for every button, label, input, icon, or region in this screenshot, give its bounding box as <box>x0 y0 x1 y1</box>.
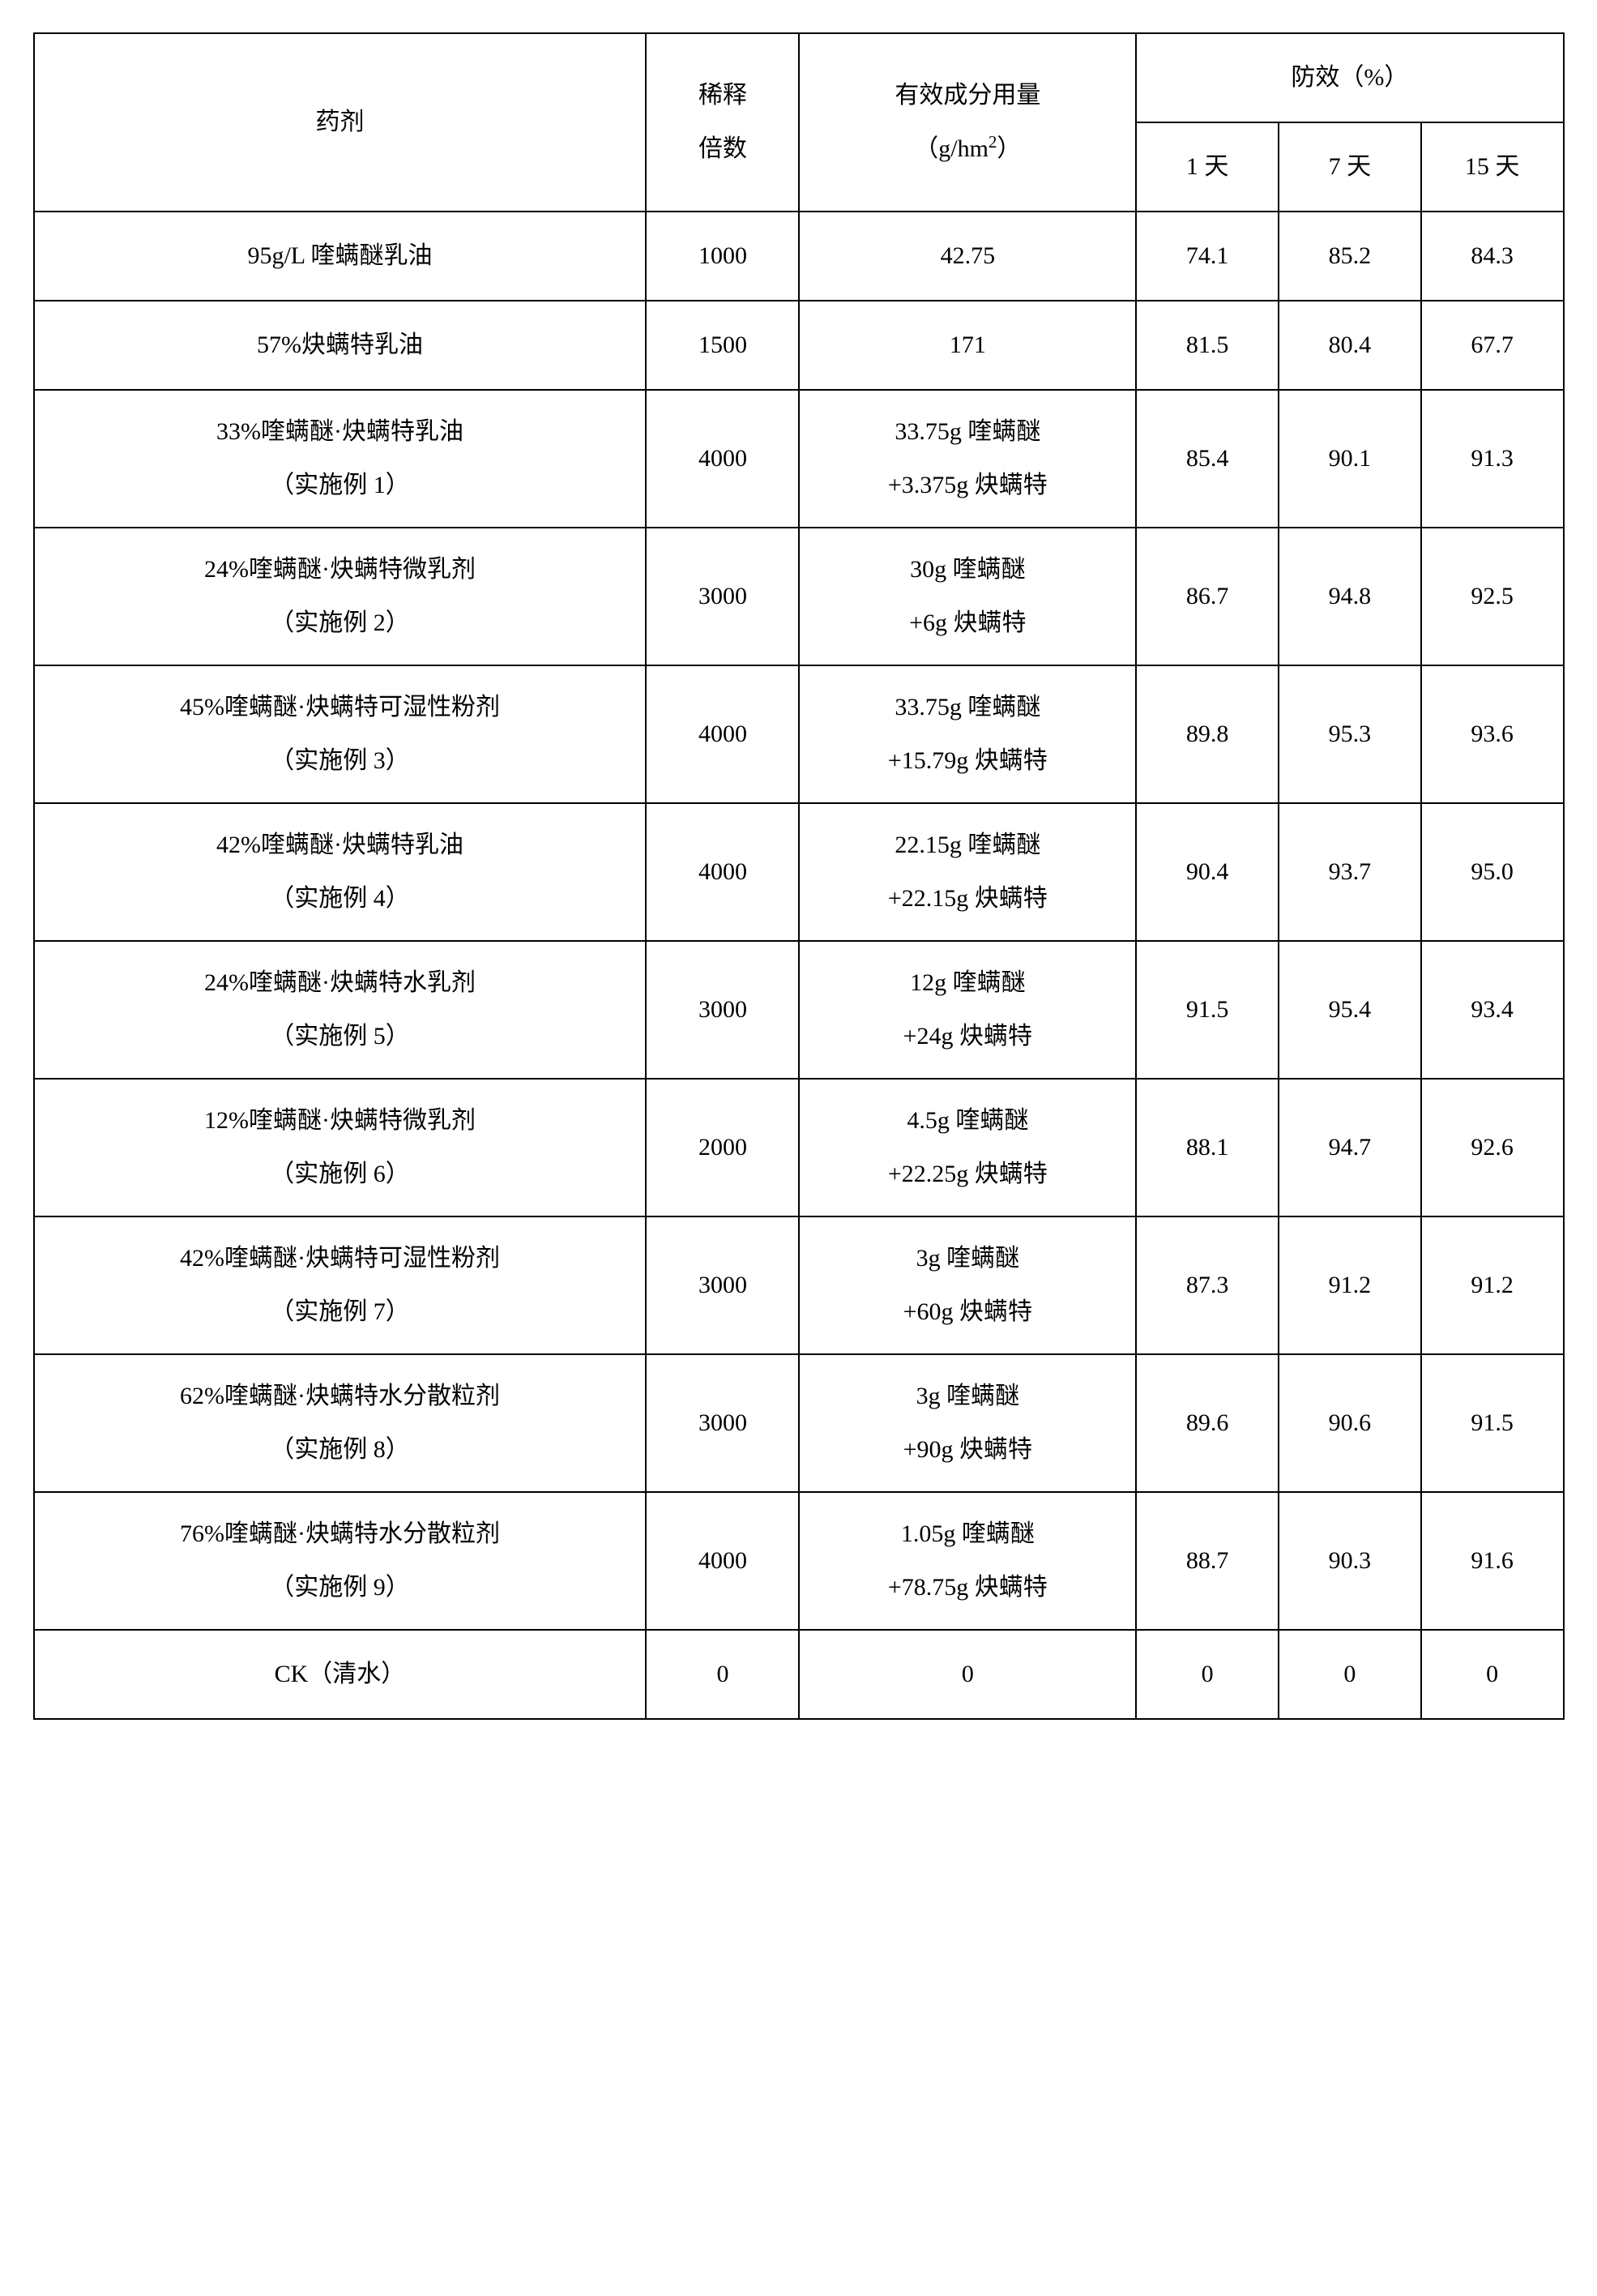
cell-dilution: 0 <box>646 1630 799 1719</box>
cell-eff-7d: 93.7 <box>1279 803 1421 941</box>
cell-eff-1d: 90.4 <box>1136 803 1279 941</box>
cell-dilution: 4000 <box>646 803 799 941</box>
table-row: 45%喹螨醚·炔螨特可湿性粉剂（实施例 3）400033.75g 喹螨醚+15.… <box>34 665 1564 803</box>
cell-eff-15d: 92.5 <box>1421 528 1564 665</box>
cell-dosage: 3g 喹螨醚+60g 炔螨特 <box>799 1216 1136 1354</box>
cell-eff-15d: 84.3 <box>1421 212 1564 301</box>
cell-eff-7d: 94.8 <box>1279 528 1421 665</box>
cell-agent: 33%喹螨醚·炔螨特乳油（实施例 1） <box>34 390 647 528</box>
cell-eff-15d: 91.6 <box>1421 1492 1564 1630</box>
cell-dosage: 30g 喹螨醚+6g 炔螨特 <box>799 528 1136 665</box>
cell-eff-15d: 91.5 <box>1421 1354 1564 1492</box>
table-row: 62%喹螨醚·炔螨特水分散粒剂（实施例 8）30003g 喹螨醚+90g 炔螨特… <box>34 1354 1564 1492</box>
cell-eff-15d: 91.2 <box>1421 1216 1564 1354</box>
cell-agent: 62%喹螨醚·炔螨特水分散粒剂（实施例 8） <box>34 1354 647 1492</box>
cell-eff-1d: 0 <box>1136 1630 1279 1719</box>
cell-agent: 95g/L 喹螨醚乳油 <box>34 212 647 301</box>
table-header: 药剂 稀释倍数 有效成分用量（g/hm2） 防效（%） 1 天 7 天 15 天 <box>34 33 1564 212</box>
cell-eff-1d: 89.6 <box>1136 1354 1279 1492</box>
header-row-1: 药剂 稀释倍数 有效成分用量（g/hm2） 防效（%） <box>34 33 1564 122</box>
cell-dosage: 22.15g 喹螨醚+22.15g 炔螨特 <box>799 803 1136 941</box>
table-row: CK（清水）00000 <box>34 1630 1564 1719</box>
header-dilution: 稀释倍数 <box>646 33 799 212</box>
cell-eff-1d: 85.4 <box>1136 390 1279 528</box>
cell-dilution: 2000 <box>646 1079 799 1216</box>
cell-agent: CK（清水） <box>34 1630 647 1719</box>
cell-dilution: 1500 <box>646 301 799 390</box>
cell-agent: 76%喹螨醚·炔螨特水分散粒剂（实施例 9） <box>34 1492 647 1630</box>
cell-dilution: 4000 <box>646 390 799 528</box>
cell-eff-15d: 67.7 <box>1421 301 1564 390</box>
cell-agent: 42%喹螨醚·炔螨特乳油（实施例 4） <box>34 803 647 941</box>
table-row: 57%炔螨特乳油150017181.580.467.7 <box>34 301 1564 390</box>
header-eff-7d: 7 天 <box>1279 122 1421 212</box>
cell-dosage: 33.75g 喹螨醚+15.79g 炔螨特 <box>799 665 1136 803</box>
cell-dilution: 3000 <box>646 941 799 1079</box>
cell-dosage: 3g 喹螨醚+90g 炔螨特 <box>799 1354 1136 1492</box>
cell-agent: 24%喹螨醚·炔螨特水乳剂（实施例 5） <box>34 941 647 1079</box>
cell-dilution: 4000 <box>646 665 799 803</box>
header-eff-1d: 1 天 <box>1136 122 1279 212</box>
cell-eff-7d: 85.2 <box>1279 212 1421 301</box>
cell-dilution: 3000 <box>646 528 799 665</box>
cell-agent: 12%喹螨醚·炔螨特微乳剂（实施例 6） <box>34 1079 647 1216</box>
cell-agent: 42%喹螨醚·炔螨特可湿性粉剂（实施例 7） <box>34 1216 647 1354</box>
cell-eff-15d: 93.4 <box>1421 941 1564 1079</box>
cell-dilution: 3000 <box>646 1354 799 1492</box>
header-dosage: 有效成分用量（g/hm2） <box>799 33 1136 212</box>
cell-dilution: 1000 <box>646 212 799 301</box>
cell-eff-1d: 74.1 <box>1136 212 1279 301</box>
table-row: 42%喹螨醚·炔螨特乳油（实施例 4）400022.15g 喹螨醚+22.15g… <box>34 803 1564 941</box>
table-row: 24%喹螨醚·炔螨特微乳剂（实施例 2）300030g 喹螨醚+6g 炔螨特86… <box>34 528 1564 665</box>
table-row: 24%喹螨醚·炔螨特水乳剂（实施例 5）300012g 喹螨醚+24g 炔螨特9… <box>34 941 1564 1079</box>
cell-dosage: 0 <box>799 1630 1136 1719</box>
cell-dilution: 3000 <box>646 1216 799 1354</box>
cell-eff-15d: 93.6 <box>1421 665 1564 803</box>
cell-eff-7d: 90.6 <box>1279 1354 1421 1492</box>
cell-agent: 24%喹螨醚·炔螨特微乳剂（实施例 2） <box>34 528 647 665</box>
cell-eff-7d: 0 <box>1279 1630 1421 1719</box>
cell-dosage: 4.5g 喹螨醚+22.25g 炔螨特 <box>799 1079 1136 1216</box>
cell-eff-15d: 0 <box>1421 1630 1564 1719</box>
cell-eff-1d: 88.1 <box>1136 1079 1279 1216</box>
cell-eff-1d: 86.7 <box>1136 528 1279 665</box>
header-agent: 药剂 <box>34 33 647 212</box>
cell-eff-7d: 80.4 <box>1279 301 1421 390</box>
cell-eff-15d: 91.3 <box>1421 390 1564 528</box>
efficacy-table: 药剂 稀释倍数 有效成分用量（g/hm2） 防效（%） 1 天 7 天 15 天… <box>33 32 1565 1720</box>
cell-eff-1d: 88.7 <box>1136 1492 1279 1630</box>
table-row: 76%喹螨醚·炔螨特水分散粒剂（实施例 9）40001.05g 喹螨醚+78.7… <box>34 1492 1564 1630</box>
cell-agent: 57%炔螨特乳油 <box>34 301 647 390</box>
cell-dosage: 1.05g 喹螨醚+78.75g 炔螨特 <box>799 1492 1136 1630</box>
cell-eff-7d: 95.3 <box>1279 665 1421 803</box>
cell-dosage: 42.75 <box>799 212 1136 301</box>
cell-dosage: 171 <box>799 301 1136 390</box>
cell-eff-1d: 91.5 <box>1136 941 1279 1079</box>
table-body: 95g/L 喹螨醚乳油100042.7574.185.284.357%炔螨特乳油… <box>34 212 1564 1719</box>
table-row: 12%喹螨醚·炔螨特微乳剂（实施例 6）20004.5g 喹螨醚+22.25g … <box>34 1079 1564 1216</box>
cell-eff-7d: 94.7 <box>1279 1079 1421 1216</box>
cell-dilution: 4000 <box>646 1492 799 1630</box>
table-row: 95g/L 喹螨醚乳油100042.7574.185.284.3 <box>34 212 1564 301</box>
cell-eff-1d: 89.8 <box>1136 665 1279 803</box>
cell-eff-7d: 90.3 <box>1279 1492 1421 1630</box>
cell-eff-1d: 87.3 <box>1136 1216 1279 1354</box>
table-row: 42%喹螨醚·炔螨特可湿性粉剂（实施例 7）30003g 喹螨醚+60g 炔螨特… <box>34 1216 1564 1354</box>
cell-eff-15d: 95.0 <box>1421 803 1564 941</box>
header-efficacy-group: 防效（%） <box>1136 33 1563 122</box>
cell-eff-1d: 81.5 <box>1136 301 1279 390</box>
cell-eff-7d: 91.2 <box>1279 1216 1421 1354</box>
cell-eff-7d: 90.1 <box>1279 390 1421 528</box>
cell-eff-7d: 95.4 <box>1279 941 1421 1079</box>
header-eff-15d: 15 天 <box>1421 122 1564 212</box>
cell-dosage: 33.75g 喹螨醚+3.375g 炔螨特 <box>799 390 1136 528</box>
cell-eff-15d: 92.6 <box>1421 1079 1564 1216</box>
table-row: 33%喹螨醚·炔螨特乳油（实施例 1）400033.75g 喹螨醚+3.375g… <box>34 390 1564 528</box>
cell-dosage: 12g 喹螨醚+24g 炔螨特 <box>799 941 1136 1079</box>
cell-agent: 45%喹螨醚·炔螨特可湿性粉剂（实施例 3） <box>34 665 647 803</box>
